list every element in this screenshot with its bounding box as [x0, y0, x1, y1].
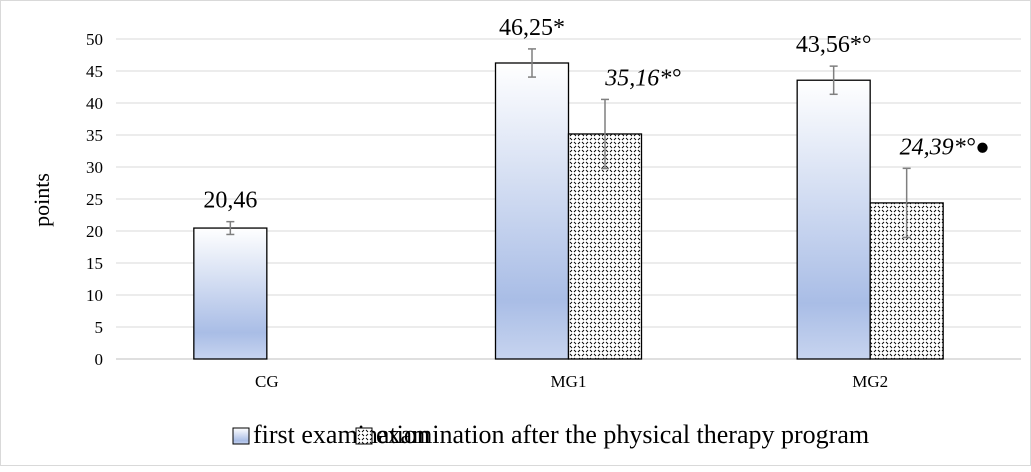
bar-first-examination-mg2 — [796, 79, 871, 360]
data-label: 46,25* — [499, 15, 565, 41]
bars — [193, 62, 944, 360]
data-label: 43,56*° — [796, 32, 872, 58]
x-axis-labels: CG MG1 MG2 — [255, 372, 888, 391]
y-tick-label: 10 — [86, 286, 103, 305]
y-tick-label: 15 — [86, 254, 103, 273]
y-tick-label: 0 — [95, 350, 104, 369]
legend-swatch-after-therapy — [355, 427, 373, 445]
y-tick-label: 25 — [86, 190, 103, 209]
legend-label-first-examination: first examination — [253, 420, 430, 449]
legend-item-after-therapy: examination after the physical therapy p… — [355, 420, 869, 449]
y-tick-label: 30 — [86, 158, 103, 177]
y-tick-label: 35 — [86, 126, 103, 145]
legend-item-first-examination: first examination — [232, 420, 430, 449]
bar-after-therapy-mg1 — [567, 133, 643, 360]
error-bars — [226, 48, 911, 239]
data-label: 20,46 — [203, 188, 257, 214]
x-tick-label: MG2 — [852, 372, 888, 391]
bar-first-examination-mg1 — [494, 62, 570, 360]
legend-label-after-therapy: examination after the physical therapy p… — [376, 420, 869, 449]
y-tick-label: 45 — [86, 62, 103, 81]
data-labels: 20,46 46,25* 35,16*° 43,56*° 24,39*°● — [203, 15, 989, 214]
y-tick-label: 50 — [86, 30, 103, 49]
data-label: 35,16*° — [604, 65, 681, 91]
y-tick-label: 40 — [86, 94, 103, 113]
x-tick-label: CG — [255, 372, 279, 391]
data-label: 24,39*°● — [900, 134, 990, 160]
bar-first-examination-cg — [193, 227, 268, 360]
y-tick-label: 5 — [95, 318, 104, 337]
x-tick-label: MG1 — [551, 372, 587, 391]
legend-swatch-first-examination — [232, 427, 250, 445]
legend: first examination examination after the … — [232, 420, 869, 449]
y-tick-label: 20 — [86, 222, 103, 241]
y-axis-title: points — [29, 173, 54, 227]
